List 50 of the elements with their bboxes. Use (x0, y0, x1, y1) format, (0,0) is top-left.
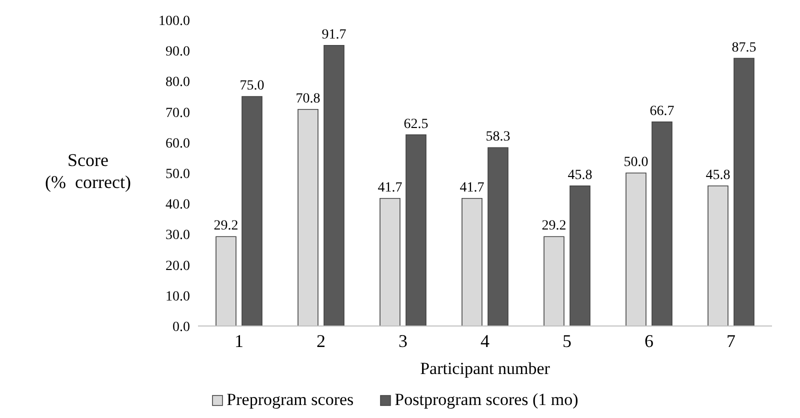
data-label: 41.7 (378, 180, 402, 196)
bar (324, 45, 344, 326)
data-label: 45.8 (568, 168, 592, 183)
data-label: 41.7 (460, 180, 484, 196)
bar (380, 198, 400, 326)
y-tick-label: 60.0 (166, 136, 190, 152)
data-label: 58.3 (486, 130, 510, 145)
bar (298, 108, 318, 326)
bar (570, 185, 590, 326)
bar (544, 236, 564, 326)
data-label: 50.0 (624, 155, 648, 170)
data-label: 91.7 (322, 27, 346, 42)
data-label: 62.5 (404, 116, 428, 132)
bar (216, 236, 236, 326)
bar (652, 122, 672, 326)
legend-label: Postprogram scores (1 mo) (394, 390, 578, 410)
data-label: 29.2 (542, 218, 566, 234)
bar (626, 172, 646, 326)
data-label: 66.7 (650, 104, 674, 119)
bar (462, 198, 482, 326)
bar (708, 185, 728, 326)
data-label: 75.0 (240, 78, 264, 94)
y-tick-label: 20.0 (166, 258, 190, 274)
y-tick-label: 0.0 (172, 320, 190, 335)
x-axis-title: Participant number (420, 359, 550, 378)
bar (488, 147, 508, 326)
y-tick-label: 70.0 (166, 106, 190, 121)
y-tick-label: 10.0 (166, 289, 190, 304)
x-tick-label: 6 (644, 330, 654, 351)
y-tick-label: 100.0 (158, 14, 190, 29)
x-tick-label: 1 (234, 330, 244, 351)
bar (734, 58, 754, 326)
x-tick-label: 3 (398, 330, 408, 351)
x-tick-label: 2 (316, 330, 326, 351)
data-label: 87.5 (732, 40, 756, 56)
y-tick-label: 30.0 (166, 228, 190, 244)
y-tick-label: 40.0 (166, 198, 190, 213)
bar (242, 96, 262, 326)
x-tick-label: 7 (726, 330, 736, 351)
y-tick-label: 90.0 (166, 44, 190, 60)
data-label: 29.2 (214, 218, 238, 234)
data-label: 70.8 (296, 91, 320, 106)
legend-label: Preprogram scores (226, 390, 354, 410)
x-tick-label: 5 (562, 330, 572, 351)
y-axis-title: Score (% correct) (45, 150, 131, 192)
data-label: 45.8 (706, 168, 730, 183)
x-tick-label: 4 (480, 330, 490, 351)
bar (406, 134, 426, 326)
y-tick-label: 80.0 (166, 75, 190, 90)
y-tick-label: 50.0 (166, 166, 190, 182)
